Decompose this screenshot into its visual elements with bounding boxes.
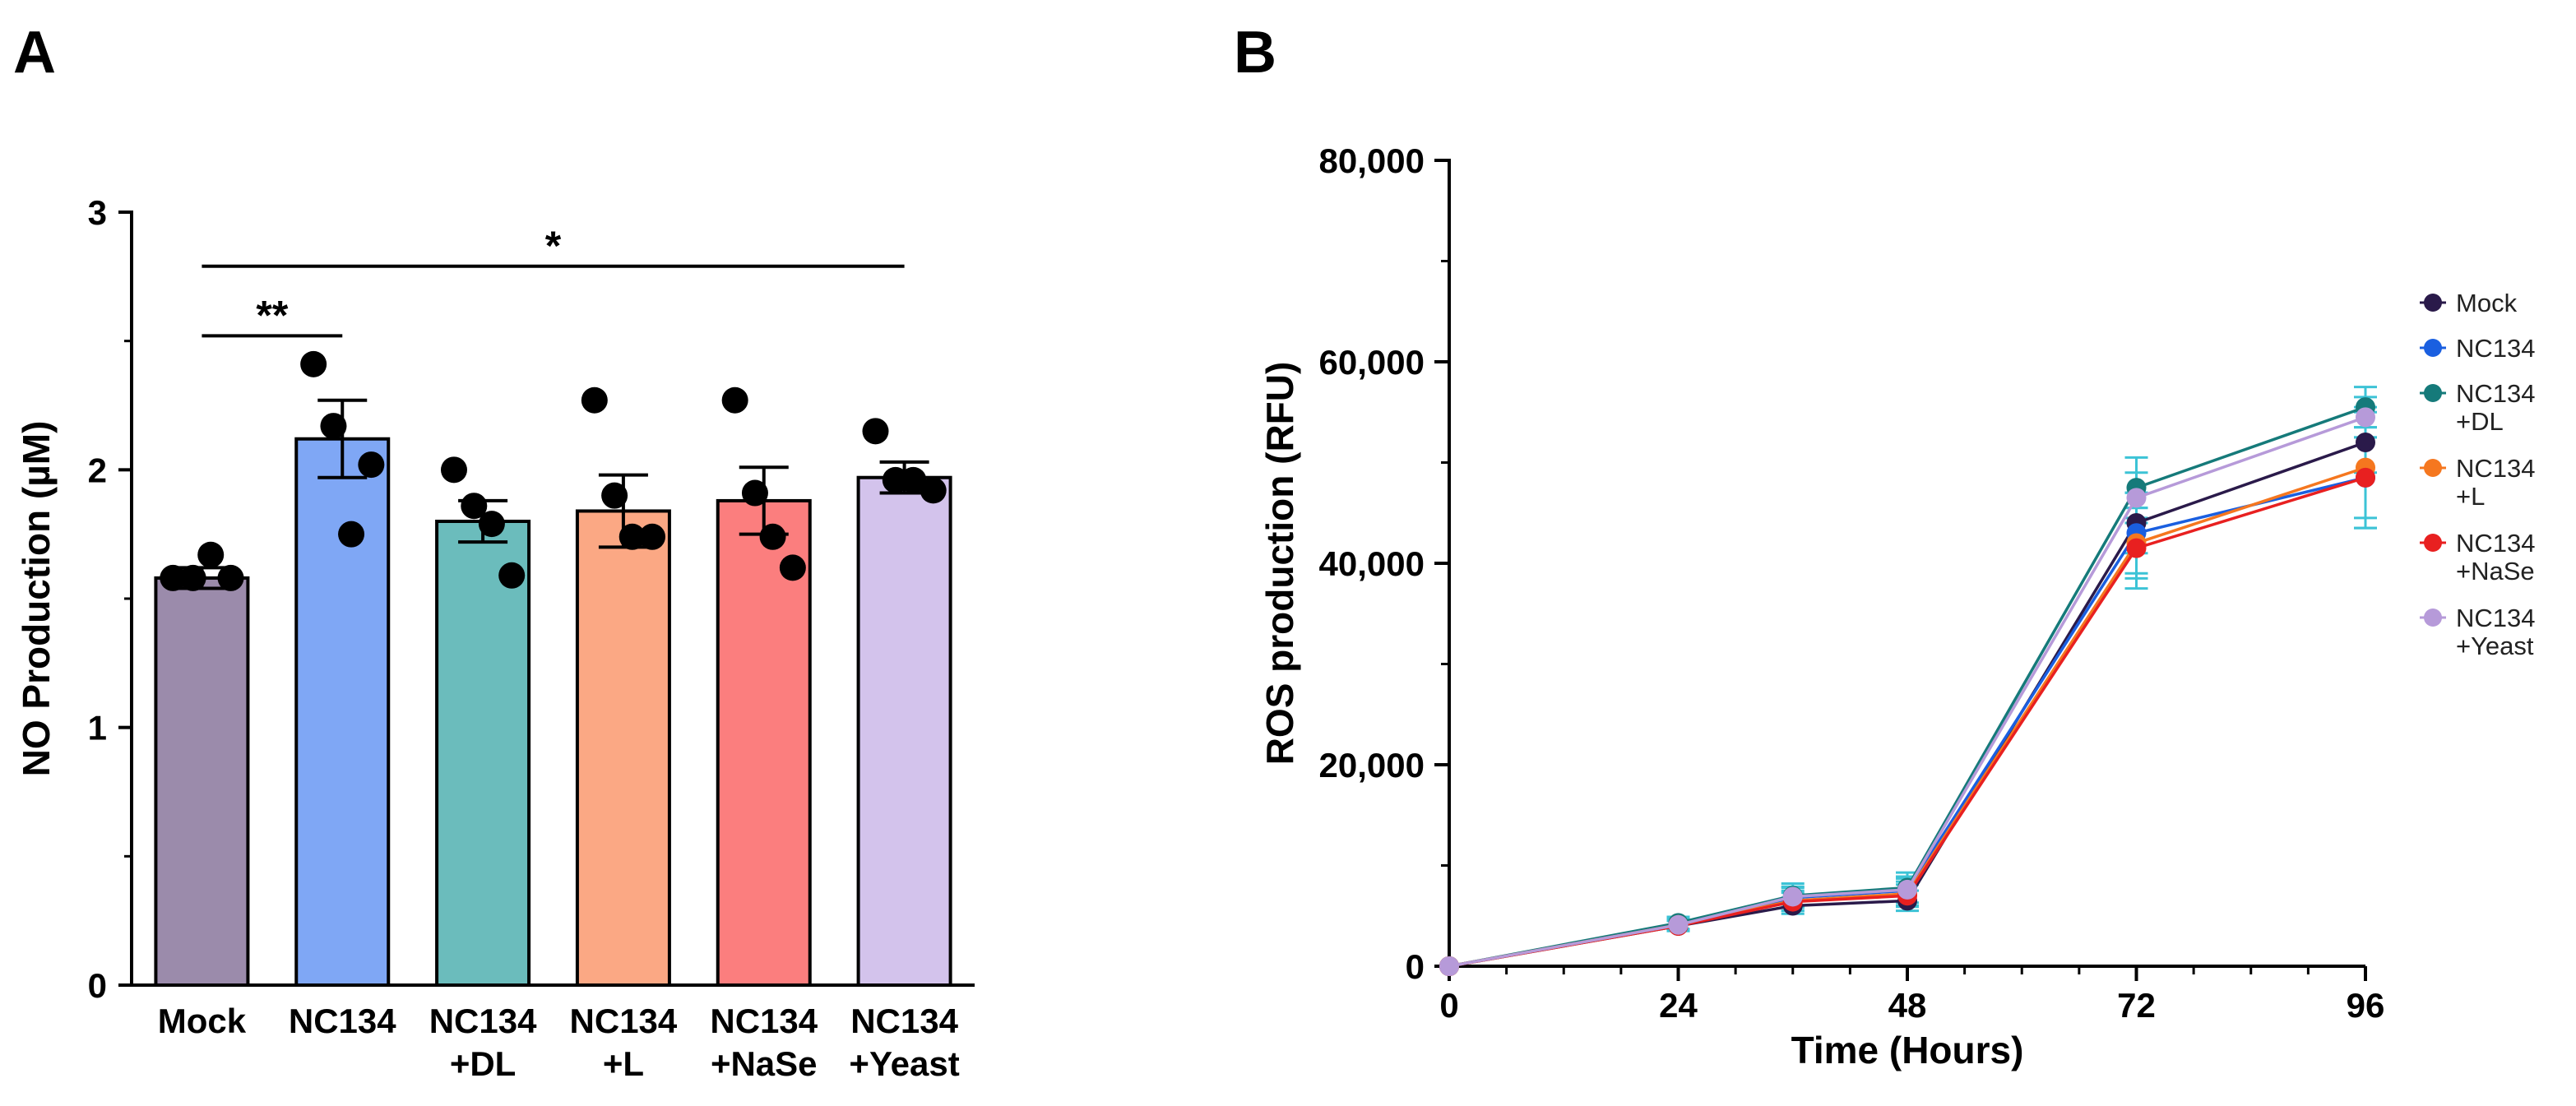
bar-3	[575, 509, 671, 987]
significance-label: *	[545, 223, 562, 269]
line-chart-ros-production: 0 20,000 40,000 60,000 80,000 0 24 48 72 96 Time (…	[1258, 141, 2536, 1071]
legend-label: NC134	[2456, 379, 2536, 408]
data-point	[721, 386, 748, 414]
y-tick-label: 40,000	[1319, 544, 1425, 583]
legend-label: +Yeast	[2456, 632, 2534, 660]
bar-5	[856, 475, 952, 987]
x-tick-label: 96	[2347, 986, 2385, 1025]
x-tick-label: NC134	[850, 1002, 958, 1040]
y-tick-label: 0	[88, 966, 107, 1005]
panel-b-letter: B	[1234, 20, 1276, 86]
data-point	[358, 451, 385, 479]
legend-marker	[2424, 459, 2442, 477]
x-tick-label: +Yeast	[849, 1044, 959, 1083]
x-tick-label: 72	[2117, 986, 2156, 1025]
x-tick-label: +L	[603, 1044, 644, 1083]
legend-marker	[2424, 534, 2442, 552]
legend-marker	[2424, 294, 2442, 312]
data-point	[759, 523, 786, 550]
x-tick-label: 24	[1659, 986, 1698, 1025]
x-tick-label: +NaSe	[711, 1044, 818, 1083]
series-point	[1782, 886, 1803, 907]
legend-marker	[2424, 384, 2442, 402]
data-point	[581, 386, 608, 414]
panel-a-letter: A	[13, 20, 56, 86]
y-axis-title: NO Production (µM)	[15, 421, 58, 777]
data-point	[320, 413, 347, 440]
series-line-2	[1448, 405, 2366, 968]
series-point	[2356, 407, 2375, 428]
x-tick-label: +DL	[450, 1044, 517, 1083]
data-point	[338, 521, 365, 548]
y-tick-label: 3	[88, 193, 107, 232]
significance-label: **	[256, 292, 288, 338]
x-tick-label: NC134	[429, 1002, 537, 1040]
legend-label: Mock	[2456, 289, 2518, 317]
data-point	[498, 562, 526, 589]
data-point	[741, 479, 768, 507]
data-point	[440, 456, 467, 484]
bar-2	[435, 520, 531, 987]
data-point	[160, 564, 187, 591]
data-point	[197, 541, 225, 568]
y-tick-label: 60,000	[1319, 343, 1425, 382]
series-point	[1668, 914, 1689, 935]
data-point	[920, 477, 947, 504]
series-point	[2126, 538, 2147, 558]
bar-4	[716, 498, 812, 987]
x-tick-label: NC134	[570, 1002, 678, 1040]
x-tick-label: 0	[1439, 986, 1458, 1025]
legend-label: NC134	[2456, 604, 2536, 632]
series-point	[1897, 879, 1917, 900]
y-tick-label: 1	[88, 709, 107, 747]
y-tick-label: 0	[1406, 947, 1425, 986]
legend-label: +NaSe	[2456, 557, 2535, 585]
data-point	[639, 523, 666, 550]
data-point	[478, 511, 505, 538]
series-point	[2356, 433, 2375, 452]
y-tick-label: 20,000	[1319, 746, 1425, 784]
data-point	[461, 493, 488, 520]
legend-marker	[2424, 609, 2442, 627]
x-axis-title: Time (Hours)	[1791, 1029, 2024, 1071]
legend-marker	[2424, 339, 2442, 357]
x-tick-label: NC134	[289, 1002, 396, 1040]
data-point	[900, 466, 927, 493]
legend-label: NC134	[2456, 529, 2536, 558]
data-point	[217, 564, 244, 591]
data-point	[619, 523, 646, 550]
bar-chart-no-production: 0 1 2 3 NO Production (µM) Mock NC134 NC134 +DL N…	[15, 193, 975, 1083]
data-point	[779, 554, 806, 581]
x-tick-label: 48	[1888, 986, 1927, 1025]
bar-1	[294, 437, 391, 987]
x-tick-label: NC134	[710, 1002, 818, 1040]
series-point	[1439, 956, 1459, 976]
y-tick-label: 2	[88, 451, 107, 489]
series-point	[2126, 488, 2147, 508]
legend-label: NC134	[2456, 454, 2536, 483]
y-axis-title: ROS production (RFU)	[1258, 362, 1301, 766]
series-point	[2356, 467, 2375, 488]
data-point	[862, 418, 889, 445]
bar-0	[154, 576, 250, 988]
data-point	[601, 482, 628, 509]
legend-label: +DL	[2456, 407, 2504, 436]
data-point	[300, 350, 327, 377]
data-point	[179, 564, 206, 591]
y-tick-label: 80,000	[1319, 141, 1425, 180]
x-tick-label: Mock	[158, 1002, 247, 1040]
legend-label: +L	[2456, 482, 2485, 511]
legend-label: NC134	[2456, 334, 2536, 363]
series-line-5	[1448, 415, 2366, 968]
